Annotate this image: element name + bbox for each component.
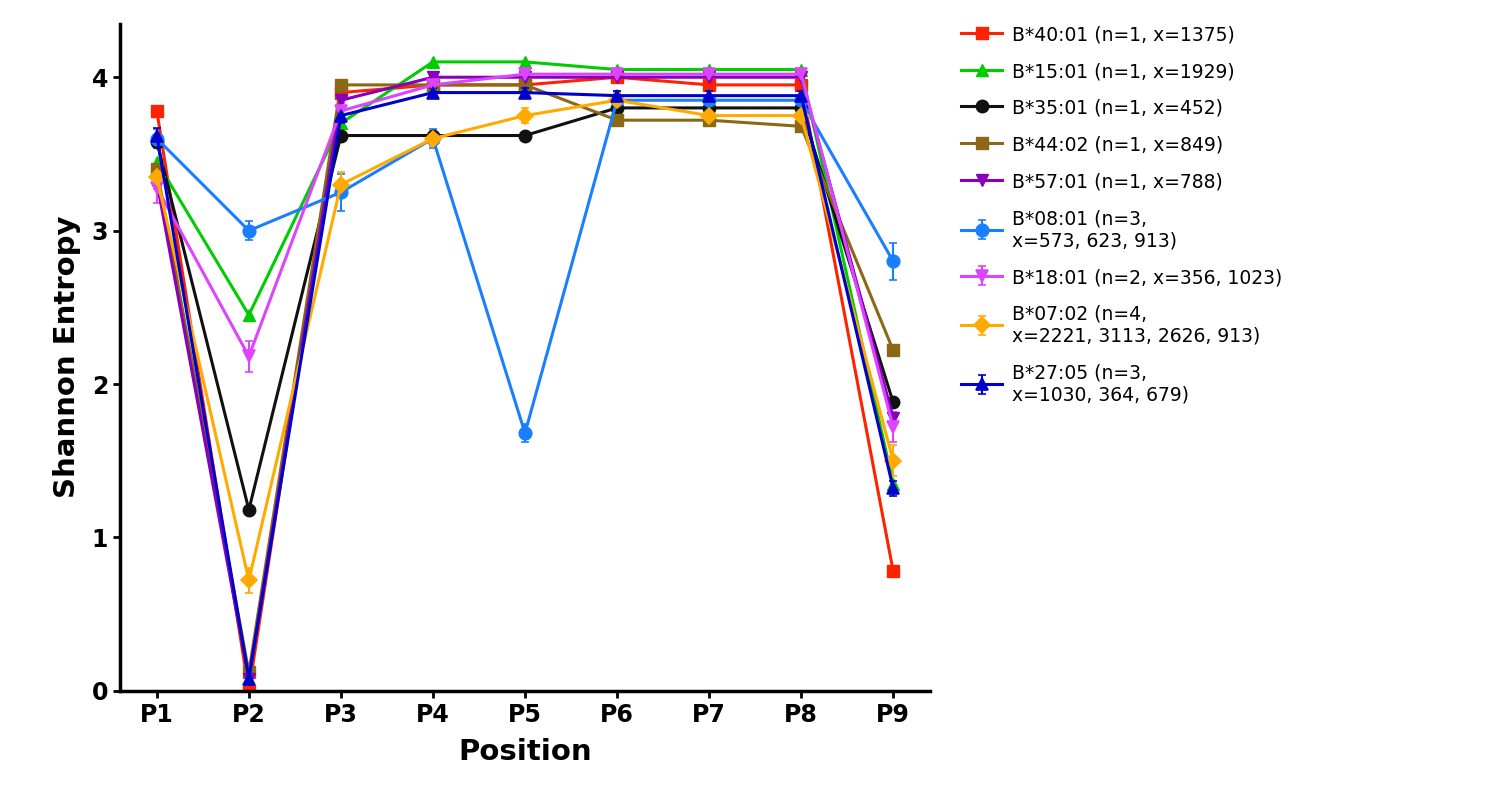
B*15:01 (n=1, x=1929) [424, 57, 442, 67]
B*57:01 (n=1, x=788) [700, 72, 718, 82]
B*57:01 (n=1, x=788) [240, 674, 258, 683]
B*15:01 (n=1, x=1929) [884, 479, 902, 488]
B*57:01 (n=1, x=788) [332, 96, 350, 105]
B*44:02 (n=1, x=849) [608, 115, 625, 125]
Line: B*15:01 (n=1, x=1929): B*15:01 (n=1, x=1929) [150, 56, 900, 490]
B*44:02 (n=1, x=849) [332, 80, 350, 89]
B*57:01 (n=1, x=788) [792, 72, 810, 82]
B*40:01 (n=1, x=1375) [332, 88, 350, 97]
B*35:01 (n=1, x=452) [884, 398, 902, 407]
Line: B*35:01 (n=1, x=452): B*35:01 (n=1, x=452) [150, 102, 900, 516]
B*35:01 (n=1, x=452) [516, 131, 534, 141]
B*35:01 (n=1, x=452) [792, 103, 810, 112]
B*44:02 (n=1, x=849) [240, 668, 258, 677]
Line: B*44:02 (n=1, x=849): B*44:02 (n=1, x=849) [150, 78, 900, 679]
B*40:01 (n=1, x=1375) [792, 80, 810, 89]
B*57:01 (n=1, x=788) [608, 72, 625, 82]
B*57:01 (n=1, x=788) [884, 413, 902, 422]
B*40:01 (n=1, x=1375) [424, 80, 442, 89]
B*35:01 (n=1, x=452) [608, 103, 625, 112]
Line: B*57:01 (n=1, x=788): B*57:01 (n=1, x=788) [150, 71, 900, 685]
B*35:01 (n=1, x=452) [148, 137, 166, 146]
B*15:01 (n=1, x=1929) [516, 57, 534, 67]
B*35:01 (n=1, x=452) [332, 131, 350, 141]
B*35:01 (n=1, x=452) [700, 103, 718, 112]
Line: B*40:01 (n=1, x=1375): B*40:01 (n=1, x=1375) [150, 71, 900, 697]
B*44:02 (n=1, x=849) [700, 115, 718, 125]
B*57:01 (n=1, x=788) [424, 72, 442, 82]
B*15:01 (n=1, x=1929) [700, 65, 718, 75]
B*35:01 (n=1, x=452) [424, 131, 442, 141]
B*15:01 (n=1, x=1929) [792, 65, 810, 75]
B*44:02 (n=1, x=849) [424, 80, 442, 89]
B*40:01 (n=1, x=1375) [700, 80, 718, 89]
B*44:02 (n=1, x=849) [148, 165, 166, 174]
B*40:01 (n=1, x=1375) [148, 106, 166, 115]
B*15:01 (n=1, x=1929) [332, 119, 350, 128]
B*44:02 (n=1, x=849) [884, 345, 902, 355]
B*44:02 (n=1, x=849) [792, 122, 810, 131]
B*57:01 (n=1, x=788) [516, 72, 534, 82]
X-axis label: Position: Position [458, 738, 592, 765]
B*15:01 (n=1, x=1929) [240, 310, 258, 319]
B*44:02 (n=1, x=849) [516, 80, 534, 89]
B*15:01 (n=1, x=1929) [148, 157, 166, 166]
B*40:01 (n=1, x=1375) [608, 72, 625, 82]
B*40:01 (n=1, x=1375) [516, 80, 534, 89]
B*15:01 (n=1, x=1929) [608, 65, 625, 75]
B*35:01 (n=1, x=452) [240, 505, 258, 514]
Y-axis label: Shannon Entropy: Shannon Entropy [53, 216, 81, 498]
B*57:01 (n=1, x=788) [148, 177, 166, 186]
B*40:01 (n=1, x=1375) [884, 567, 902, 576]
B*40:01 (n=1, x=1375) [240, 686, 258, 696]
Legend: B*40:01 (n=1, x=1375), B*15:01 (n=1, x=1929), B*35:01 (n=1, x=452), B*44:02 (n=1: B*40:01 (n=1, x=1375), B*15:01 (n=1, x=1… [956, 20, 1287, 411]
